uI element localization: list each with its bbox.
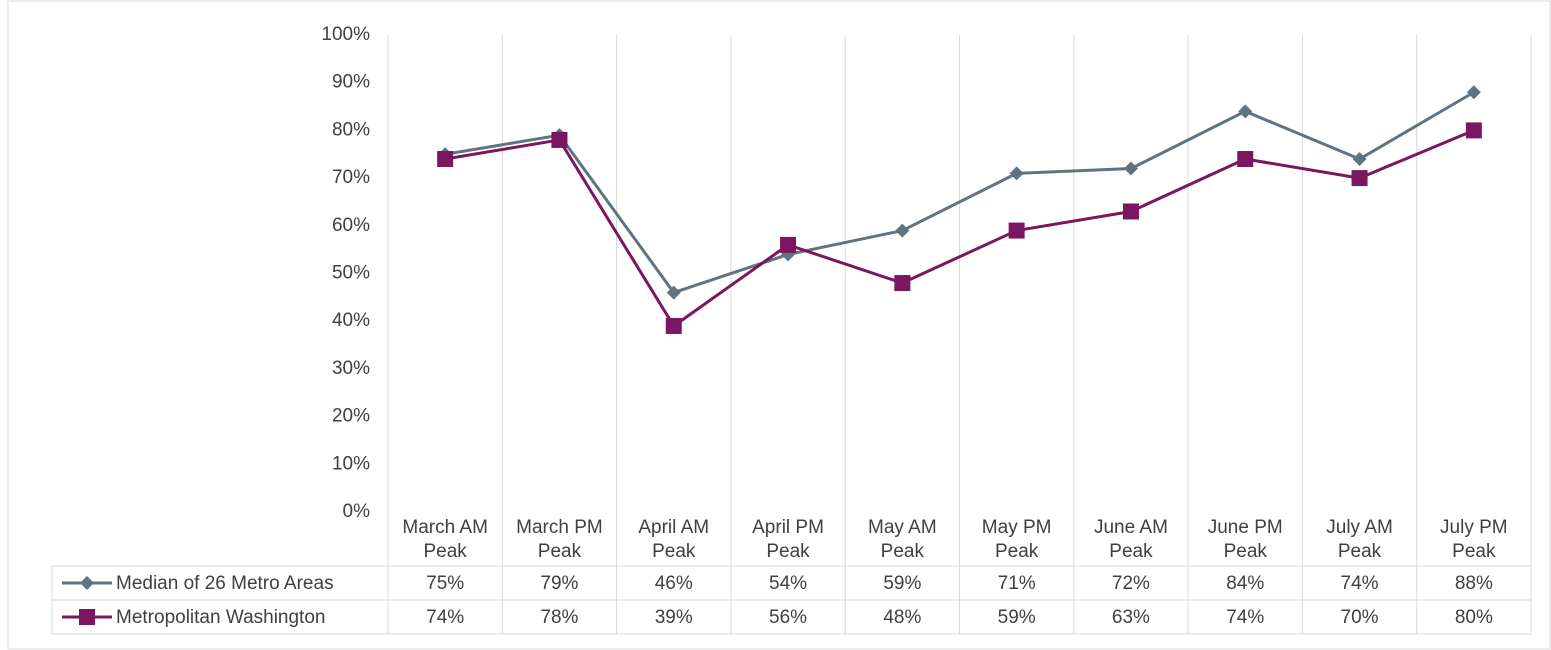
x-tick-label: March AM Peak xyxy=(388,514,502,566)
legend-label: Median of 26 Metro Areas xyxy=(116,573,334,594)
marker xyxy=(1351,170,1368,187)
x-tick-text: April PM Peak xyxy=(752,517,824,562)
marker xyxy=(665,317,682,334)
table-value: 78% xyxy=(540,607,578,628)
marker xyxy=(1465,122,1482,139)
y-tick-label: 100% xyxy=(321,24,370,45)
table-value: 46% xyxy=(655,573,693,594)
x-tick-label: July AM Peak xyxy=(1302,514,1416,566)
marker xyxy=(1122,203,1139,220)
marker xyxy=(1352,152,1367,167)
x-tick-label: July PM Peak xyxy=(1417,514,1531,566)
table-value: 56% xyxy=(769,607,807,628)
y-tick-label: 10% xyxy=(332,453,370,474)
x-tick-text: May AM Peak xyxy=(868,517,937,562)
series-line xyxy=(444,129,1475,328)
y-tick-label: 90% xyxy=(332,72,370,93)
table-value: 74% xyxy=(1226,607,1264,628)
table-value: 71% xyxy=(998,573,1036,594)
marker xyxy=(437,151,454,168)
chart-border xyxy=(7,0,1551,650)
x-tick-label: May AM Peak xyxy=(845,514,959,566)
y-tick-label: 60% xyxy=(332,215,370,236)
table-value: 74% xyxy=(1341,573,1379,594)
table-value: 72% xyxy=(1112,573,1150,594)
marker xyxy=(1237,151,1254,168)
table-value: 70% xyxy=(1341,607,1379,628)
table-value: 39% xyxy=(655,607,693,628)
x-tick-text: June PM Peak xyxy=(1207,517,1283,562)
table-value: 59% xyxy=(883,573,921,594)
table-value: 80% xyxy=(1455,607,1493,628)
series-line xyxy=(444,90,1475,295)
table-value: 88% xyxy=(1455,573,1493,594)
marker xyxy=(1009,166,1024,181)
x-tick-text: July AM Peak xyxy=(1326,517,1393,562)
y-tick-label: 30% xyxy=(332,358,370,379)
x-tick-label: April AM Peak xyxy=(617,514,731,566)
table-value: 74% xyxy=(426,607,464,628)
table-value: 48% xyxy=(883,607,921,628)
legend-label: Metropolitan Washington xyxy=(116,607,325,628)
table-value: 54% xyxy=(769,573,807,594)
marker xyxy=(895,223,910,238)
x-tick-label: April PM Peak xyxy=(731,514,845,566)
x-tick-text: April AM Peak xyxy=(638,517,710,562)
y-tick-label: 80% xyxy=(332,119,370,140)
marker xyxy=(551,131,568,148)
x-tick-text: March PM Peak xyxy=(516,517,603,562)
x-tick-label: May PM Peak xyxy=(960,514,1074,566)
y-tick-label: 20% xyxy=(332,406,370,427)
table-value: 63% xyxy=(1112,607,1150,628)
y-tick-label: 70% xyxy=(332,167,370,188)
marker xyxy=(79,609,95,625)
x-tick-label: June PM Peak xyxy=(1188,514,1302,566)
table-value: 59% xyxy=(998,607,1036,628)
y-tick-label: 40% xyxy=(332,310,370,331)
x-tick-text: May PM Peak xyxy=(981,517,1052,562)
marker xyxy=(780,236,797,253)
table-value: 79% xyxy=(540,573,578,594)
table-value: 75% xyxy=(426,573,464,594)
x-tick-label: March PM Peak xyxy=(502,514,616,566)
y-tick-label: 0% xyxy=(343,501,371,522)
marker xyxy=(1238,104,1253,119)
x-tick-label: June AM Peak xyxy=(1074,514,1188,566)
x-tick-text: July PM Peak xyxy=(1440,517,1508,562)
marker xyxy=(894,275,911,292)
table-value: 84% xyxy=(1226,573,1264,594)
x-tick-text: June AM Peak xyxy=(1093,517,1168,562)
marker xyxy=(1123,161,1138,176)
marker xyxy=(1008,222,1025,239)
marker xyxy=(666,285,681,300)
marker xyxy=(1466,85,1481,100)
y-tick-label: 50% xyxy=(332,263,370,284)
x-tick-text: March AM Peak xyxy=(402,517,488,562)
marker xyxy=(80,576,94,590)
